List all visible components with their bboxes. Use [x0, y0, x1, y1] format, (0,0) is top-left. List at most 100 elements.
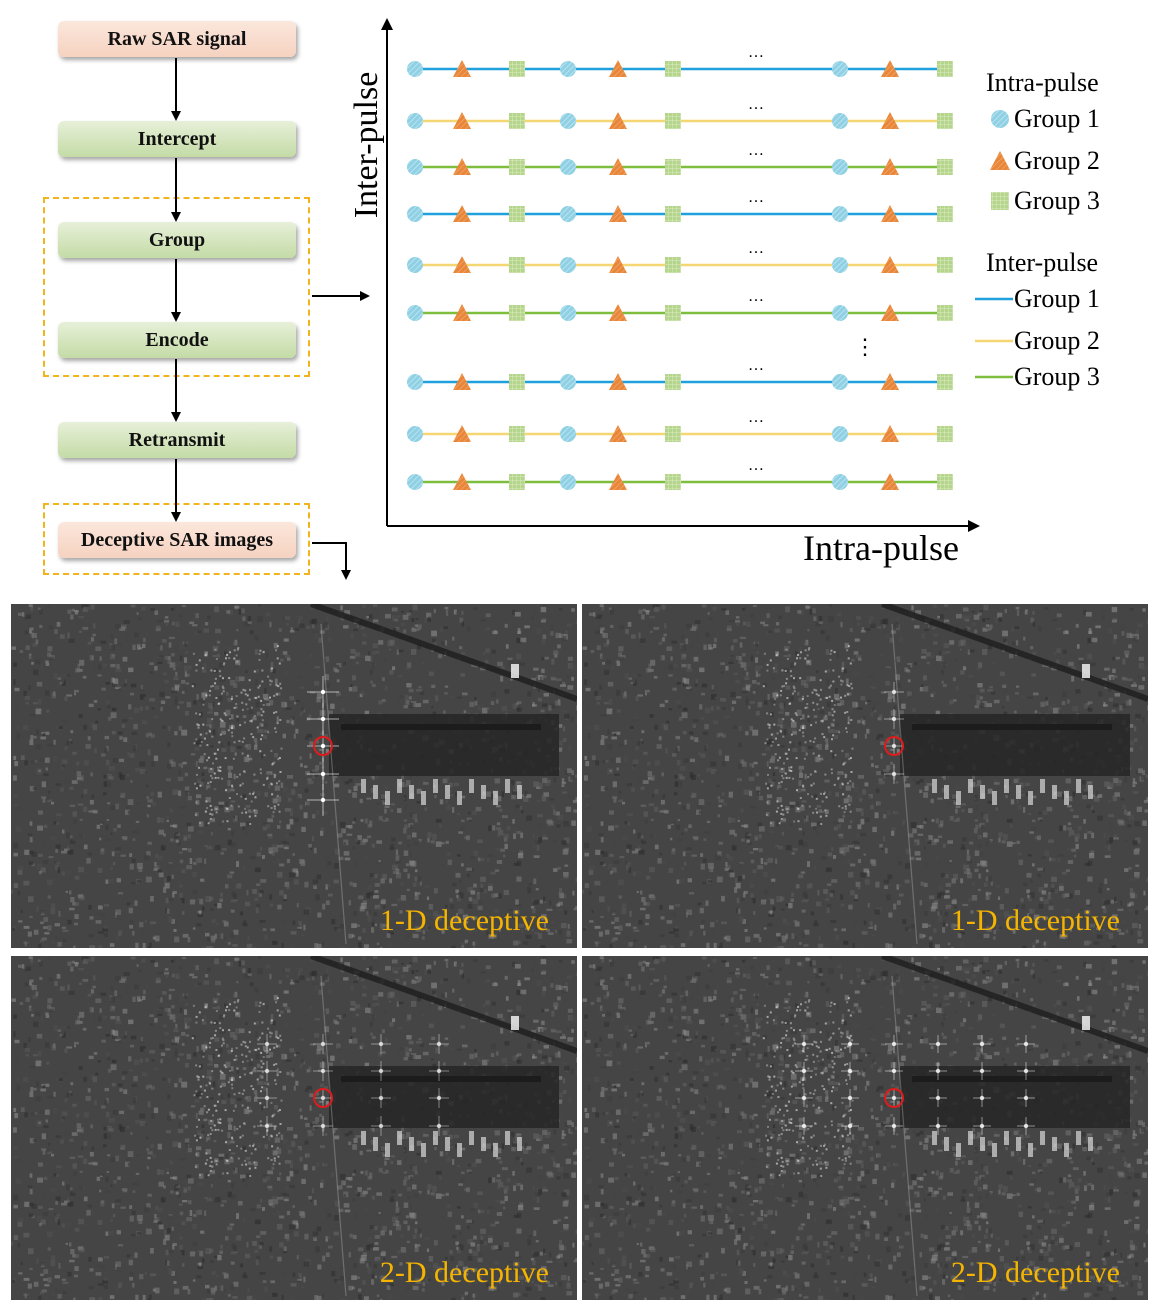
square-marker — [665, 374, 681, 390]
square-marker — [991, 192, 1009, 210]
glint-core — [320, 797, 326, 803]
square-marker — [509, 206, 525, 222]
glint-core — [378, 1095, 384, 1101]
circle-marker — [407, 426, 423, 442]
square-marker — [665, 257, 681, 273]
flow-arrows — [171, 58, 370, 580]
row-ellipsis: … — [748, 240, 764, 257]
sar-image-1d-a: 1-D deceptive — [11, 604, 577, 948]
glint-core — [935, 1041, 941, 1047]
glint-core — [320, 1041, 326, 1047]
square-marker — [937, 206, 953, 222]
glint-core — [979, 1041, 985, 1047]
triangle-marker — [453, 256, 471, 273]
triangle-marker — [881, 425, 899, 442]
square-marker — [509, 305, 525, 321]
square-marker — [937, 474, 953, 490]
legend-intra-group-3: Group 3 — [1014, 186, 1100, 215]
glint-core — [320, 716, 326, 722]
glint-core — [935, 1095, 941, 1101]
glint-core — [264, 1123, 270, 1129]
glint-core — [847, 1095, 853, 1101]
square-marker — [665, 474, 681, 490]
panel-label: 2-D deceptive — [950, 1256, 1120, 1289]
pulse-row: … — [407, 96, 953, 129]
square-marker — [665, 305, 681, 321]
circle-marker — [832, 374, 848, 390]
triangle-marker — [990, 151, 1010, 170]
x-axis-label: Intra-pulse — [803, 528, 959, 568]
circle-marker — [832, 113, 848, 129]
legend-inter-group-2: Group 2 — [1014, 326, 1100, 355]
square-marker — [509, 159, 525, 175]
pulse-row: … — [407, 44, 953, 77]
glint-core — [847, 1041, 853, 1047]
circle-marker — [832, 474, 848, 490]
row-ellipsis: … — [748, 189, 764, 206]
circle-marker — [407, 61, 423, 77]
glint-core — [801, 1041, 807, 1047]
square-marker — [665, 113, 681, 129]
row-ellipsis: … — [748, 457, 764, 474]
square-marker — [937, 159, 953, 175]
glint-core — [1023, 1123, 1029, 1129]
circle-marker — [407, 206, 423, 222]
triangle-marker — [453, 60, 471, 77]
target-circle — [313, 1088, 333, 1108]
step-deceptive-sar-images: Deceptive SAR images — [58, 522, 296, 558]
triangle-marker — [609, 158, 627, 175]
triangle-marker — [453, 205, 471, 222]
triangle-marker — [609, 425, 627, 442]
glint-core — [436, 1095, 442, 1101]
triangle-marker — [881, 205, 899, 222]
deceptive-targets — [884, 682, 904, 784]
sar-image-1d-b: 1-D deceptive — [582, 604, 1148, 948]
glint-core — [891, 1068, 897, 1074]
circle-marker — [407, 305, 423, 321]
glint-core — [847, 1123, 853, 1129]
circle-marker — [560, 374, 576, 390]
glint-core — [264, 1068, 270, 1074]
circle-marker — [407, 474, 423, 490]
square-marker — [937, 113, 953, 129]
triangle-marker — [453, 304, 471, 321]
square-marker — [665, 426, 681, 442]
pulse-row: … — [407, 357, 953, 390]
glint-core — [320, 689, 326, 695]
triangle-marker — [609, 473, 627, 490]
square-marker — [509, 61, 525, 77]
legend-intra-group-1: Group 1 — [1014, 104, 1100, 133]
row-ellipsis: … — [748, 142, 764, 159]
glint-core — [1023, 1095, 1029, 1101]
circle-marker — [832, 257, 848, 273]
triangle-marker — [881, 60, 899, 77]
circle-marker — [407, 374, 423, 390]
glint-core — [320, 1095, 326, 1101]
circle-marker — [560, 113, 576, 129]
step-intercept: Intercept — [58, 121, 296, 157]
arrow-to-images — [312, 542, 351, 580]
square-marker — [937, 426, 953, 442]
glint-core — [891, 716, 897, 722]
target-circle — [884, 1088, 904, 1108]
triangle-marker — [609, 373, 627, 390]
glint-core — [891, 1041, 897, 1047]
legend-inter-title: Inter-pulse — [986, 248, 1099, 277]
glint-core — [891, 1095, 897, 1101]
sar-image-2d-b: 2-D deceptive — [582, 956, 1148, 1300]
legend-inter-group-3: Group 3 — [1014, 362, 1100, 391]
circle-marker — [832, 426, 848, 442]
glint-core — [320, 771, 326, 777]
legend-inter-group-1: Group 1 — [1014, 284, 1100, 313]
circle-marker — [560, 206, 576, 222]
triangle-marker — [609, 304, 627, 321]
glint-core — [801, 1095, 807, 1101]
square-marker — [509, 113, 525, 129]
square-marker — [509, 426, 525, 442]
circle-marker — [560, 474, 576, 490]
square-marker — [509, 374, 525, 390]
square-marker — [665, 61, 681, 77]
legend-intra-title: Intra-pulse — [986, 68, 1099, 97]
glint-core — [891, 1123, 897, 1129]
triangle-marker — [609, 205, 627, 222]
